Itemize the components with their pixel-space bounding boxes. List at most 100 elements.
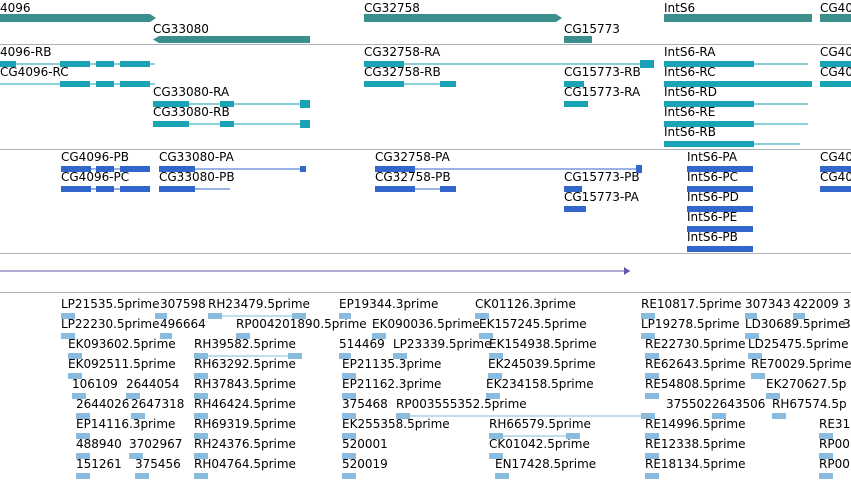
cds-label[interactable]: CG4096-PC xyxy=(61,170,130,184)
transcript-label[interactable]: CG15773-RB xyxy=(564,65,641,79)
est-label[interactable]: RE10817.5prime xyxy=(641,297,742,311)
cds-label[interactable]: CG40 xyxy=(820,150,851,164)
est-label[interactable]: EK245039.5prime xyxy=(488,357,596,371)
est-label[interactable]: EK090036.5prime xyxy=(372,317,480,331)
cds-label[interactable]: CG33080-PB xyxy=(159,170,235,184)
est-label[interactable]: RP004201890.5prime xyxy=(236,317,367,331)
est-label[interactable]: RP00 xyxy=(819,457,850,471)
est-label[interactable]: EP21162.3prime xyxy=(342,377,442,391)
cds-label[interactable]: CG33080-PA xyxy=(159,150,234,164)
est-label[interactable]: EK234158.5prime xyxy=(486,377,594,391)
est-label[interactable]: EN17428.5prime xyxy=(495,457,597,471)
est-label[interactable]: 375456 xyxy=(135,457,181,471)
est-label[interactable]: RE12338.5prime xyxy=(645,437,746,451)
est-label[interactable]: LD30689.5prime xyxy=(745,317,846,331)
transcript-label[interactable]: CG32758-RA xyxy=(364,45,441,59)
est-label[interactable]: LP21535.5prime xyxy=(61,297,160,311)
est-label[interactable]: EK092511.5prime xyxy=(68,357,176,371)
gene-label[interactable]: CG15773 xyxy=(564,22,620,36)
cds-label[interactable]: CG40 xyxy=(820,170,851,184)
est-label[interactable]: RE70029.5prime xyxy=(751,357,851,371)
est-label[interactable]: 488940 xyxy=(76,437,122,451)
est-label[interactable]: CK01126.3prime xyxy=(475,297,576,311)
est-label[interactable]: 514469 xyxy=(339,337,385,351)
transcript-label[interactable]: CG33080-RA xyxy=(153,85,230,99)
est-label[interactable]: LP22230.5prime xyxy=(61,317,160,331)
est-label[interactable]: 375502 xyxy=(666,397,712,411)
cds-label[interactable]: CG32758-PB xyxy=(375,170,451,184)
cds-label[interactable]: CG15773-PB xyxy=(564,170,640,184)
est-label[interactable]: EK093602.5prime xyxy=(68,337,176,351)
est-label[interactable]: RH66579.5prime xyxy=(489,417,591,431)
cds-label[interactable]: IntS6-PC xyxy=(687,170,739,184)
est-label[interactable]: RH69319.5prime xyxy=(194,417,296,431)
est-label[interactable]: RE18134.5prime xyxy=(645,457,746,471)
est-label[interactable]: 2644026 xyxy=(76,397,130,411)
est-label[interactable]: RH39582.5prime xyxy=(194,337,296,351)
gene-label[interactable]: IntS6 xyxy=(664,1,696,15)
gene-label[interactable]: 4096 xyxy=(0,1,31,15)
est-label[interactable]: EK154938.5prime xyxy=(489,337,597,351)
est-label[interactable]: RH04764.5prime xyxy=(194,457,296,471)
est-label[interactable]: RE54808.5prime xyxy=(645,377,746,391)
est-label[interactable]: CK01042.5prime xyxy=(489,437,590,451)
est-label[interactable]: 375468 xyxy=(342,397,388,411)
est-label[interactable]: RH37843.5prime xyxy=(194,377,296,391)
est-label[interactable]: EP21135.3prime xyxy=(342,357,442,371)
gene-label[interactable]: CG40 xyxy=(820,1,851,15)
transcript-label[interactable]: IntS6-RB xyxy=(664,125,717,139)
est-label[interactable]: RH23479.5prime xyxy=(208,297,310,311)
cds-label[interactable]: IntS6-PA xyxy=(687,150,738,164)
est-label[interactable]: 151261 xyxy=(76,457,122,471)
est-label[interactable]: 307598 xyxy=(160,297,206,311)
transcript-label[interactable]: CG32758-RB xyxy=(364,65,441,79)
est-label[interactable]: RE31 xyxy=(819,417,851,431)
est-label[interactable]: RE62643.5prime xyxy=(645,357,746,371)
est-label[interactable]: LP23339.5prime xyxy=(393,337,492,351)
est-label[interactable]: EK157245.5prime xyxy=(479,317,587,331)
transcript-label[interactable]: CG40 xyxy=(820,65,851,79)
transcript-label[interactable]: CG4096-RC xyxy=(0,65,69,79)
transcript-label[interactable]: IntS6-RE xyxy=(664,105,716,119)
est-label[interactable]: 422009 xyxy=(793,297,839,311)
est-label[interactable]: RE22730.5prime xyxy=(645,337,746,351)
transcript-label[interactable]: 4096-RB xyxy=(0,45,52,59)
cds-label[interactable]: IntS6-PB xyxy=(687,230,738,244)
est-label[interactable]: 3702967 xyxy=(129,437,183,451)
est-label[interactable]: 106109 xyxy=(72,377,118,391)
gene-label[interactable]: CG33080 xyxy=(153,22,209,36)
est-label[interactable]: 520019 xyxy=(342,457,388,471)
est-label[interactable]: RH46424.5prime xyxy=(194,397,296,411)
cds-label[interactable]: IntS6-PE xyxy=(687,210,738,224)
est-label[interactable]: 3 xyxy=(843,317,851,331)
transcript-label[interactable]: IntS6-RA xyxy=(664,45,716,59)
est-label[interactable]: RH67574.5p xyxy=(772,397,847,411)
est-label[interactable]: EP14116.3prime xyxy=(76,417,176,431)
est-label[interactable]: 307343 xyxy=(745,297,791,311)
est-label[interactable]: RH24376.5prime xyxy=(194,437,296,451)
gene-label[interactable]: CG32758 xyxy=(364,1,420,15)
est-label[interactable]: 496664 xyxy=(160,317,206,331)
est-label[interactable]: LP19278.5prime xyxy=(641,317,740,331)
est-label[interactable]: 2644054 xyxy=(126,377,180,391)
cds-label[interactable]: CG15773-PA xyxy=(564,190,639,204)
est-label[interactable]: EP19344.3prime xyxy=(339,297,439,311)
transcript-label[interactable]: CG15773-RA xyxy=(564,85,641,99)
cds-label[interactable]: CG4096-PB xyxy=(61,150,130,164)
est-label[interactable]: LD25475.5prime xyxy=(748,337,849,351)
est-label[interactable]: 3 xyxy=(843,297,851,311)
est-label[interactable]: 2647318 xyxy=(131,397,185,411)
est-label[interactable]: 2643506 xyxy=(712,397,766,411)
est-label[interactable]: EK255358.5prime xyxy=(342,417,450,431)
transcript-label[interactable]: IntS6-RC xyxy=(664,65,716,79)
cds-label[interactable]: CG32758-PA xyxy=(375,150,450,164)
est-label[interactable]: RH63292.5prime xyxy=(194,357,296,371)
est-label[interactable]: RP003555352.5prime xyxy=(396,397,527,411)
est-label[interactable]: EK270627.5p xyxy=(766,377,847,391)
est-label[interactable]: 520001 xyxy=(342,437,388,451)
est-label[interactable]: RP00 xyxy=(819,437,850,451)
transcript-label[interactable]: CG33080-RB xyxy=(153,105,230,119)
transcript-label[interactable]: IntS6-RD xyxy=(664,85,718,99)
